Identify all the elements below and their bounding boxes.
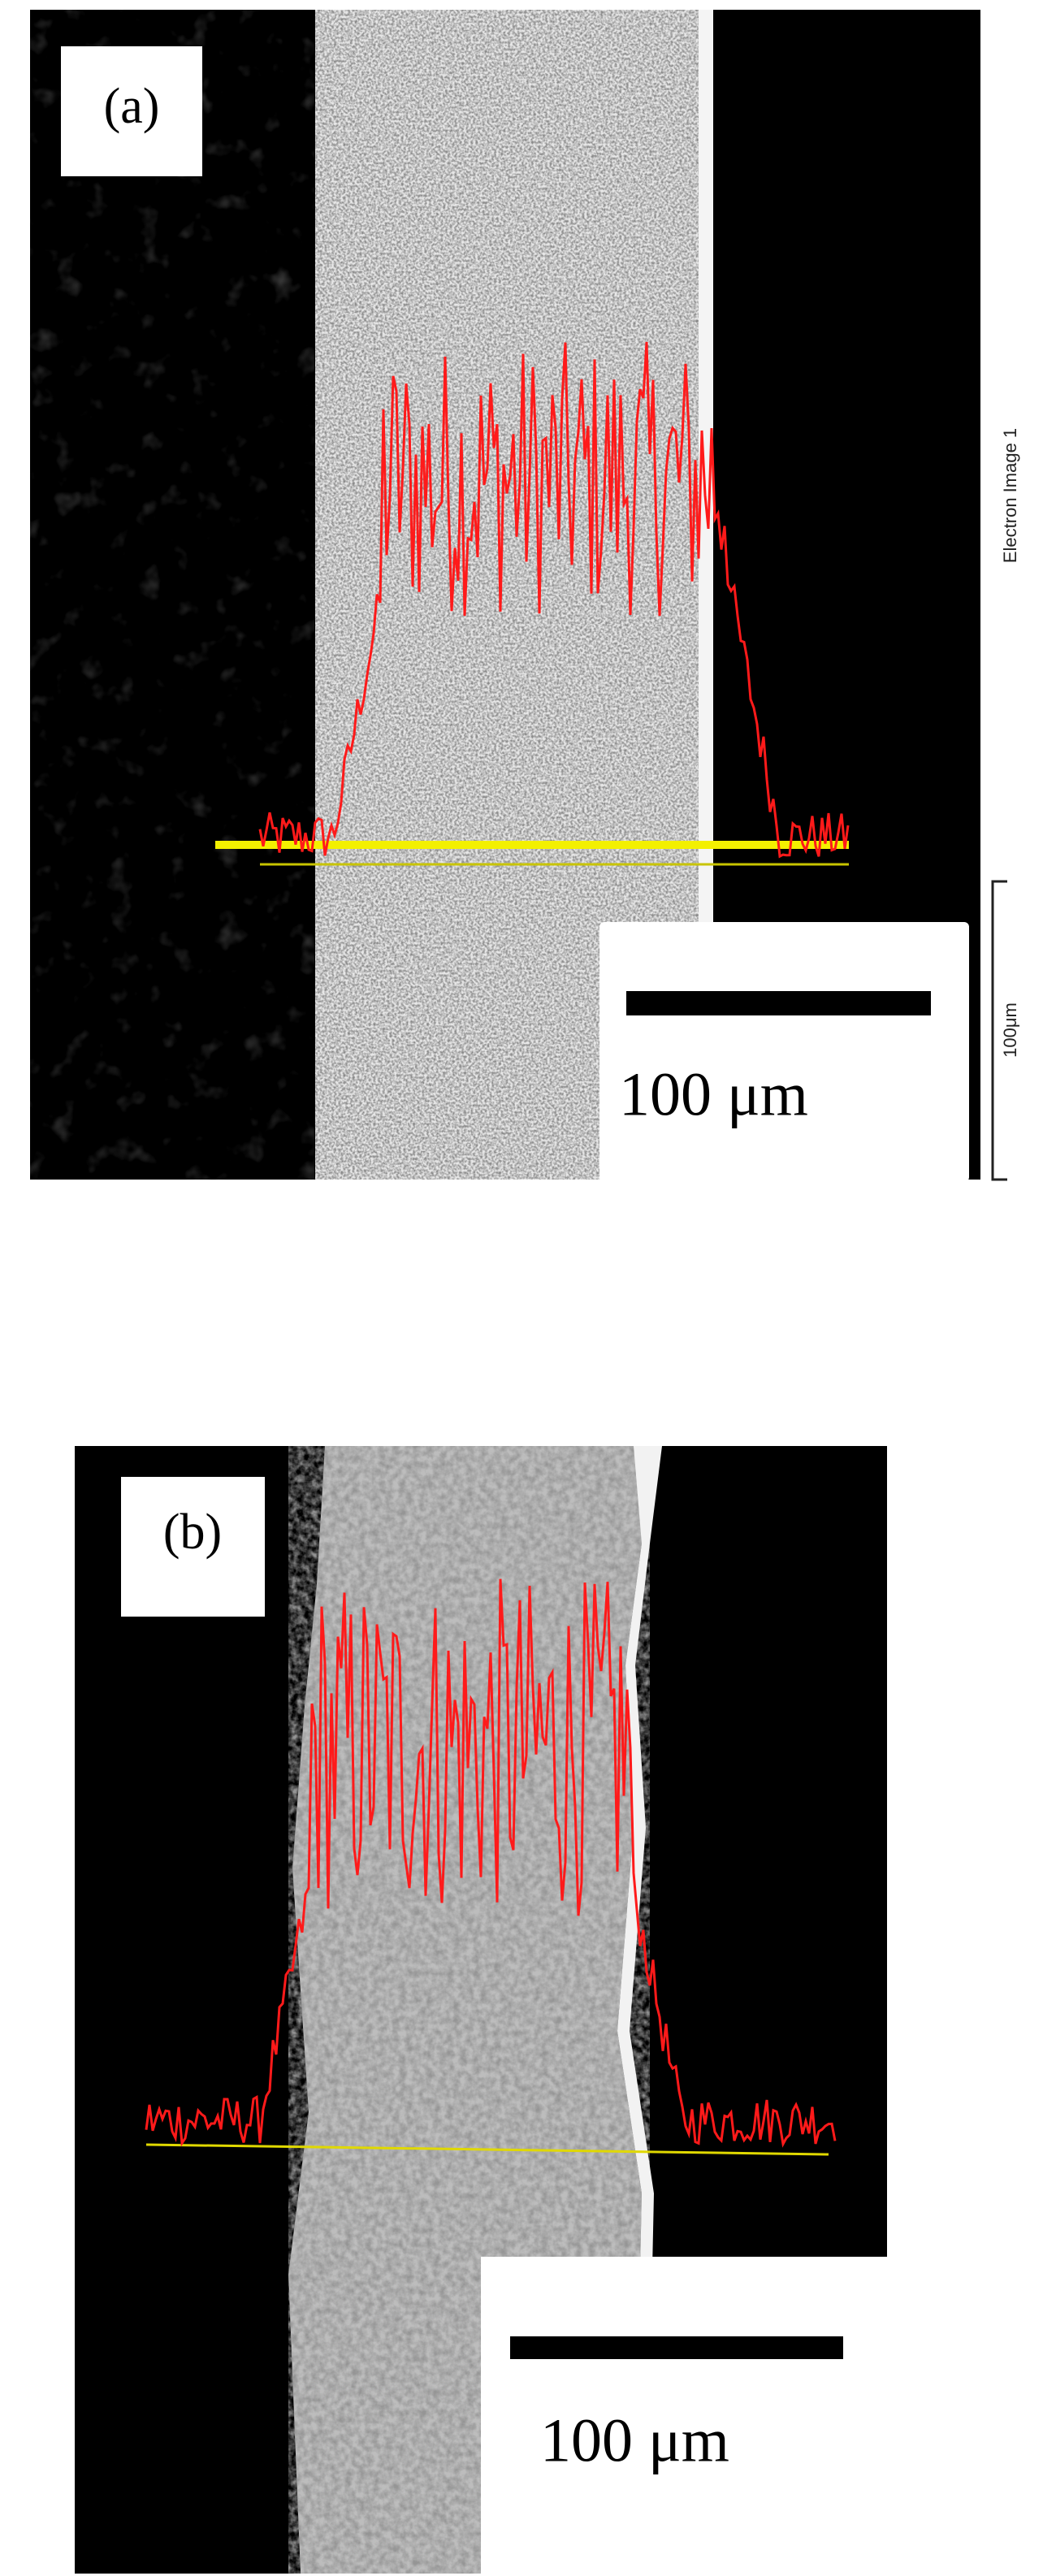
scale-bar: [626, 991, 931, 1015]
label-box: [121, 1477, 265, 1617]
side-caption: Electron Image 1: [1000, 428, 1020, 563]
coating-edge: [699, 10, 713, 1180]
panel-a: (a) 100 μm Electron Image 1 100μm: [30, 10, 1020, 1182]
label-box: [61, 46, 202, 176]
panel-label: (b): [163, 1504, 222, 1560]
line-scan-trace: [258, 341, 850, 859]
scale-box: [599, 922, 969, 1182]
side-scale-label: 100μm: [1000, 1002, 1020, 1058]
scale-label: 100 μm: [619, 1060, 808, 1128]
scale-box: [481, 2257, 887, 2574]
scale-label: 100 μm: [540, 2406, 729, 2474]
line-scan-trace: [145, 1578, 837, 2148]
panel-b: (b) 100 μm: [75, 1446, 887, 2574]
left-texture: [30, 10, 314, 1180]
side-scale-bracket: [991, 880, 1007, 1181]
scan-line: [145, 2143, 829, 2156]
panel-label: (a): [104, 79, 160, 134]
scale-bar: [510, 2336, 843, 2359]
